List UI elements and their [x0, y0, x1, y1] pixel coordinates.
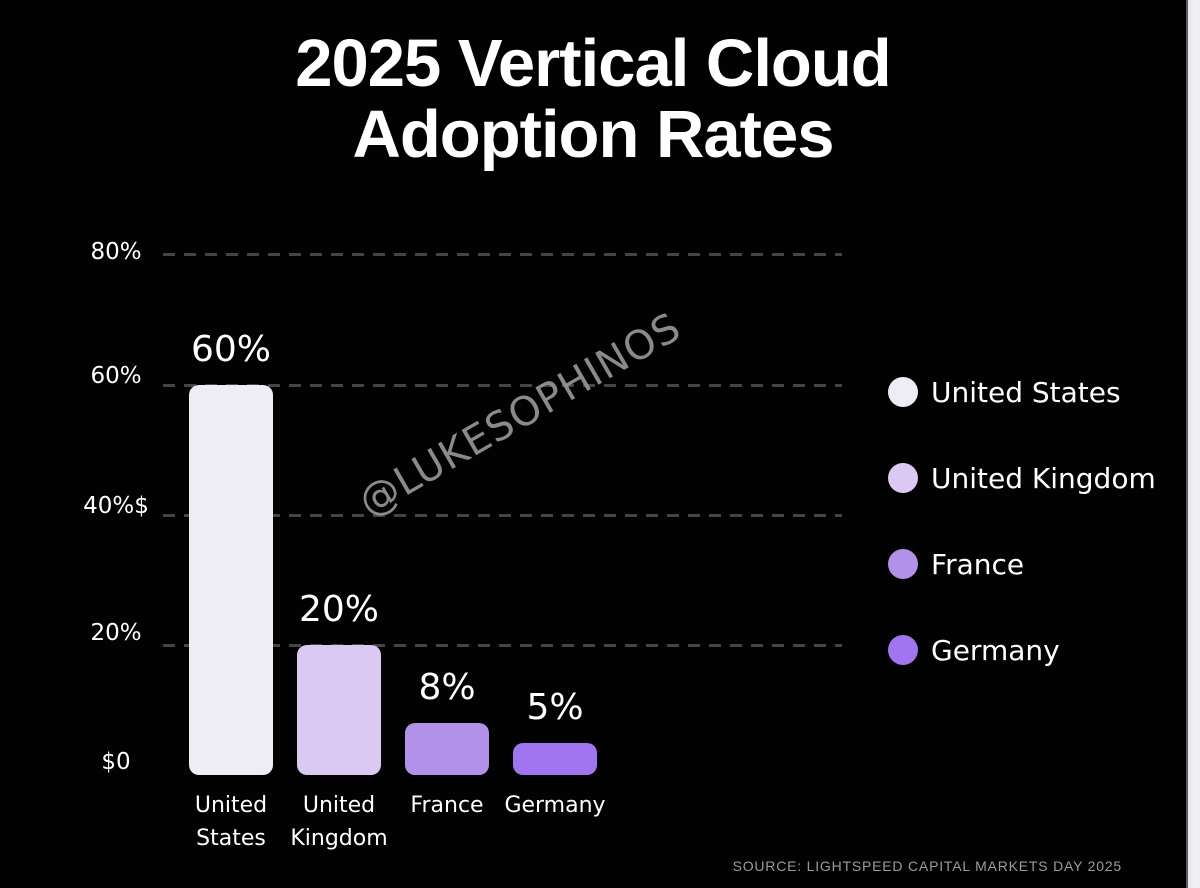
y-axis-label-0: $0 — [101, 749, 131, 775]
legend-label: Germany — [931, 633, 1060, 667]
legend-swatch — [888, 463, 918, 493]
legend-label: United States — [931, 375, 1121, 409]
bar-rect — [189, 385, 273, 775]
chart-title-line1: 2025 Vertical Cloud — [295, 26, 891, 101]
y-axis-label-40: 40%$ — [83, 493, 149, 519]
legend-label: United Kingdom — [931, 461, 1156, 495]
bar-value-label: 8% — [418, 667, 476, 708]
gridline-60 — [163, 384, 842, 387]
page-edge-strip — [1186, 0, 1200, 888]
x-axis-label-line: United — [302, 793, 376, 818]
x-axis-label-line: France — [410, 793, 484, 818]
source-credit: SOURCE: LIGHTSPEED CAPITAL MARKETS DAY 2… — [732, 858, 1122, 874]
bar-value-label: 60% — [190, 329, 271, 370]
gridline-80 — [163, 253, 842, 256]
bar-group-germany: 5% — [513, 275, 597, 775]
chart-title: 2025 Vertical Cloud Adoption Rates — [0, 28, 1186, 170]
x-axis-label-line: United — [194, 793, 268, 818]
bar-group-united-kingdom: 20% — [297, 275, 381, 775]
y-axis-label-60: 60% — [90, 363, 142, 389]
x-axis-label-france: France — [367, 789, 527, 822]
chart-title-line2: Adoption Rates — [352, 97, 834, 172]
bar-group-united-states: 60% — [189, 275, 273, 775]
bar-rect — [297, 645, 381, 775]
x-axis-label-united-kingdom: United Kingdom — [259, 789, 419, 855]
y-axis-label-20: 20% — [90, 620, 142, 646]
bar-value-label: 5% — [526, 686, 584, 728]
legend-swatch — [888, 377, 918, 407]
bar-value-label: 20% — [298, 589, 379, 630]
legend-item-united-kingdom: United Kingdom — [888, 461, 1156, 495]
gridline-20 — [163, 644, 842, 647]
bar-rect — [405, 723, 489, 775]
legend-item-germany: Germany — [888, 633, 1060, 667]
x-axis-label-line: Germany — [504, 793, 606, 818]
gridline-40 — [163, 514, 842, 517]
legend-item-united-states: United States — [888, 375, 1121, 409]
legend-item-france: France — [888, 547, 1025, 581]
legend-swatch — [888, 635, 918, 665]
legend-swatch — [888, 549, 918, 579]
x-axis-label-line: States — [196, 826, 266, 851]
x-axis-label-united-states: United States — [151, 789, 311, 855]
bar-rect — [513, 742, 597, 775]
bar-group-france: 8% — [405, 275, 489, 775]
legend-label: France — [931, 547, 1025, 581]
x-axis-label-germany: Germany — [475, 789, 635, 822]
y-axis-label-80: 80% — [90, 239, 142, 265]
x-axis-label-line: Kingdom — [290, 826, 388, 851]
